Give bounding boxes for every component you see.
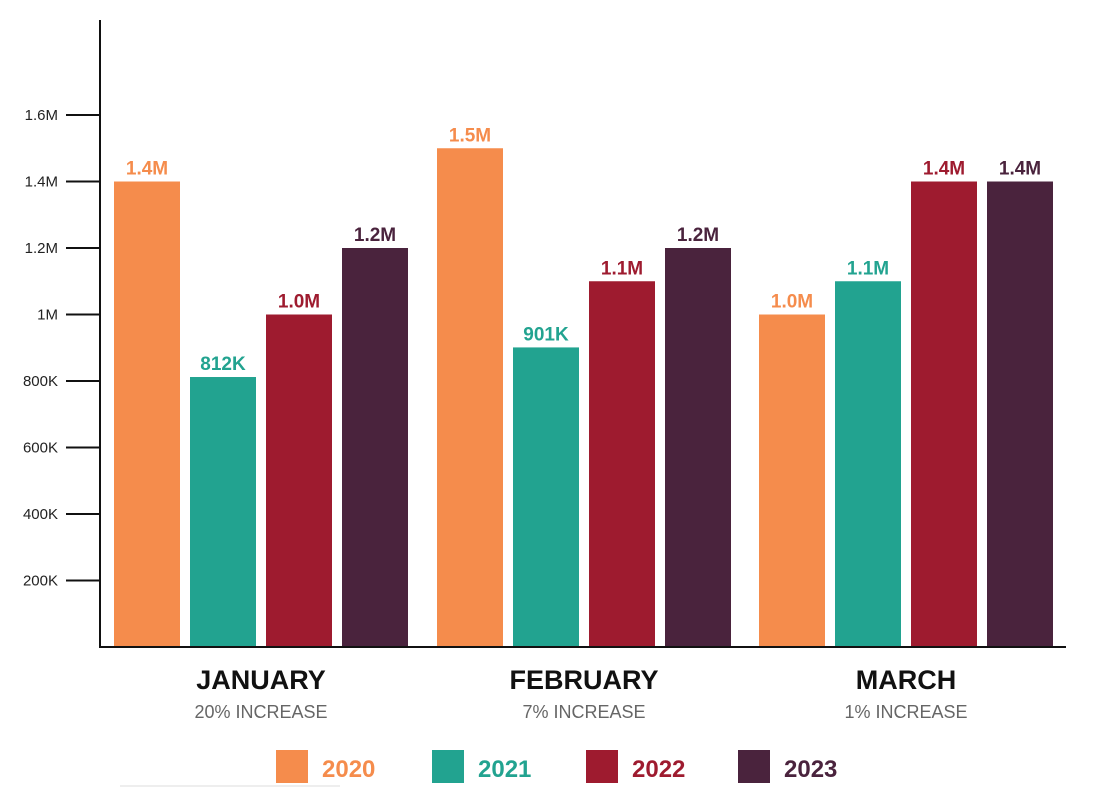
bar-january-2023 <box>342 248 408 647</box>
category-subtitle-february: 7% INCREASE <box>522 702 645 722</box>
bar-february-2021 <box>513 347 579 647</box>
category-label-march: MARCH <box>856 665 957 695</box>
bar-january-2022 <box>266 314 332 647</box>
legend-label-2021: 2021 <box>478 756 531 783</box>
category-subtitle-march: 1% INCREASE <box>844 702 967 722</box>
legend-swatch-2022 <box>586 750 618 783</box>
bar-march-2020 <box>759 314 825 647</box>
legend-label-2020: 2020 <box>322 756 375 783</box>
value-label-february-2023: 1.2M <box>677 225 719 246</box>
bar-march-2022 <box>911 181 977 647</box>
value-labels: 1.4M 812K 1.0M 1.2M 1.5M 901K 1.1M 1.2M 1.0M 1.1M… <box>126 125 1041 375</box>
bar-march-2021 <box>835 281 901 647</box>
y-tick-label: 1.6M <box>25 107 58 124</box>
y-tick-label: 400K <box>23 506 58 523</box>
y-axis: 200K 400K 600K 800K 1M 1.2M 1.4M 1.6M <box>23 20 1066 648</box>
y-tick-label: 1M <box>37 307 58 324</box>
value-label-january-2021: 812K <box>200 354 246 375</box>
legend-label-2022: 2022 <box>632 756 685 783</box>
y-tick-label: 1.2M <box>25 240 58 257</box>
bar-january-2020 <box>114 181 180 647</box>
y-tick-label: 1.4M <box>25 174 58 191</box>
bars-layer <box>114 148 1053 647</box>
y-tick-label: 600K <box>23 440 58 457</box>
bar-february-2023 <box>665 248 731 647</box>
value-label-march-2022: 1.4M <box>923 159 965 180</box>
value-label-january-2020: 1.4M <box>126 159 168 180</box>
value-label-february-2021: 901K <box>523 324 569 345</box>
bar-january-2021 <box>190 377 256 647</box>
legend-swatch-2023 <box>738 750 770 783</box>
y-tick-label: 800K <box>23 373 58 390</box>
category-label-february: FEBRUARY <box>509 665 658 695</box>
bar-february-2020 <box>437 148 503 647</box>
value-label-february-2020: 1.5M <box>449 125 491 146</box>
legend-swatch-2020 <box>276 750 308 783</box>
value-label-january-2023: 1.2M <box>354 225 396 246</box>
bar-february-2022 <box>589 281 655 647</box>
category-subtitle-january: 20% INCREASE <box>194 702 327 722</box>
value-label-march-2020: 1.0M <box>771 292 813 313</box>
value-label-march-2023: 1.4M <box>999 159 1041 180</box>
y-tick-label: 200K <box>23 573 58 590</box>
legend-swatch-2021 <box>432 750 464 783</box>
legend-label-2023: 2023 <box>784 756 837 783</box>
bar-march-2023 <box>987 181 1053 647</box>
value-label-january-2022: 1.0M <box>278 292 320 313</box>
legend: 2020 2021 2022 2023 <box>120 750 837 787</box>
value-label-march-2021: 1.1M <box>847 258 889 279</box>
category-label-january: JANUARY <box>196 665 326 695</box>
category-labels: JANUARY 20% INCREASE FEBRUARY 7% INCREASE MA… <box>194 665 967 722</box>
value-label-february-2022: 1.1M <box>601 258 643 279</box>
